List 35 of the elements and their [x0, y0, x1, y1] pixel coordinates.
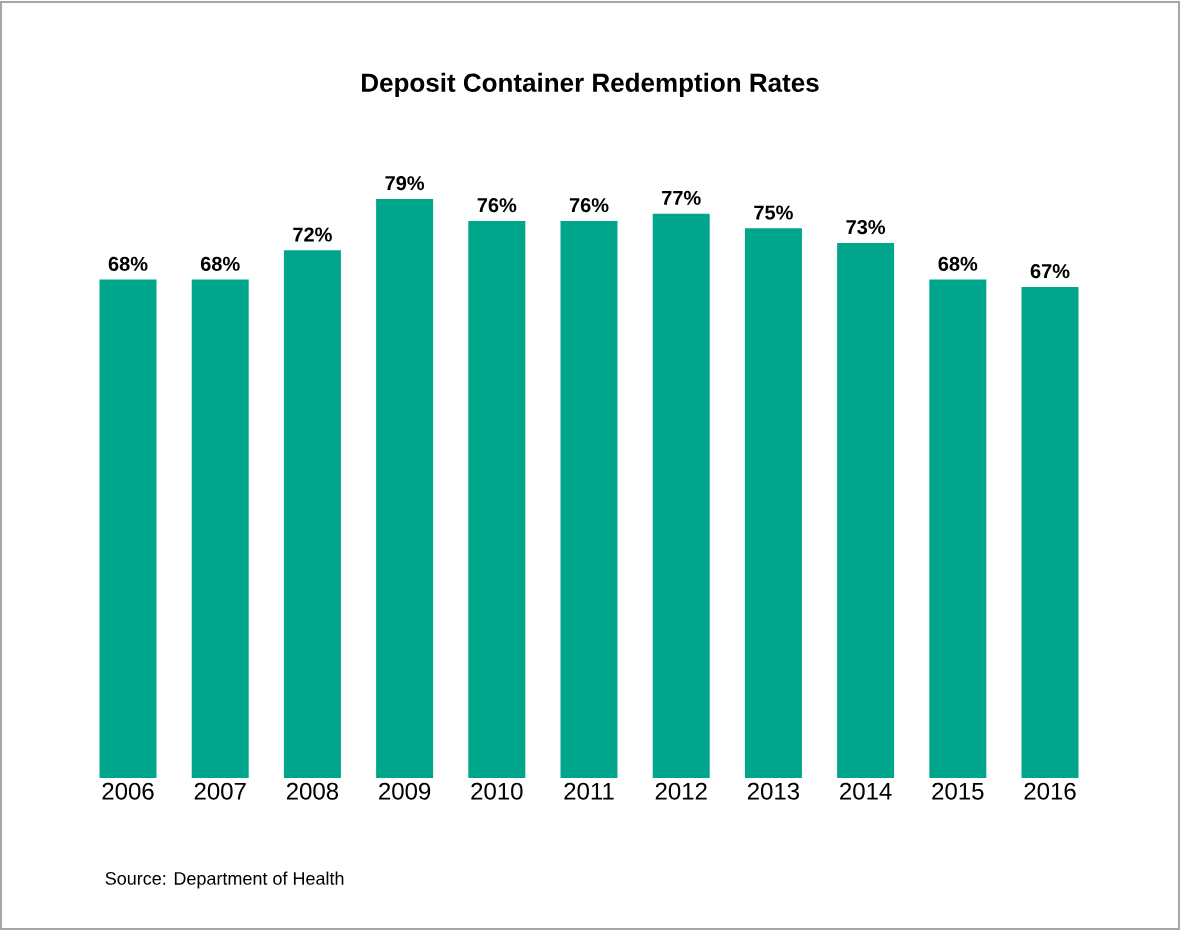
x-tick-label: 2009 [379, 782, 431, 800]
bar [191, 279, 249, 778]
bar [1021, 286, 1079, 778]
bar [376, 198, 434, 778]
x-tick-label: 2008 [286, 782, 339, 800]
x-tick-label: 2007 [194, 782, 246, 800]
bar [468, 220, 526, 778]
bar [99, 279, 157, 778]
data-label: 76% [477, 198, 517, 213]
x-tick-label: 2010 [471, 782, 523, 800]
data-label: 68% [200, 256, 240, 271]
bar [283, 250, 341, 778]
bar [652, 213, 710, 778]
x-tick-label: 2013 [747, 782, 800, 800]
data-label: 77% [662, 190, 701, 205]
x-tick-label: 2015 [932, 782, 984, 800]
bar [929, 279, 987, 778]
data-label: 68% [938, 256, 978, 271]
x-tick-label: 2012 [655, 782, 707, 800]
data-label: 67% [1030, 264, 1070, 279]
source-note: Source: Department of Health [105, 871, 344, 889]
data-label: 73% [846, 220, 886, 235]
bar [837, 242, 895, 778]
data-label: 75% [754, 205, 793, 220]
x-tick-label: 2006 [102, 782, 154, 800]
bar [744, 228, 802, 778]
x-tick-label: 2016 [1024, 782, 1076, 800]
data-label: 79% [385, 176, 425, 191]
data-label: 76% [569, 198, 609, 213]
bar [560, 220, 618, 778]
data-label: 68% [108, 256, 148, 271]
x-tick-label: 2011 [564, 782, 614, 800]
data-label: 72% [293, 227, 332, 242]
chart-title: Deposit Container Redemption Rates [362, 72, 819, 98]
x-tick-label: 2014 [840, 782, 892, 800]
